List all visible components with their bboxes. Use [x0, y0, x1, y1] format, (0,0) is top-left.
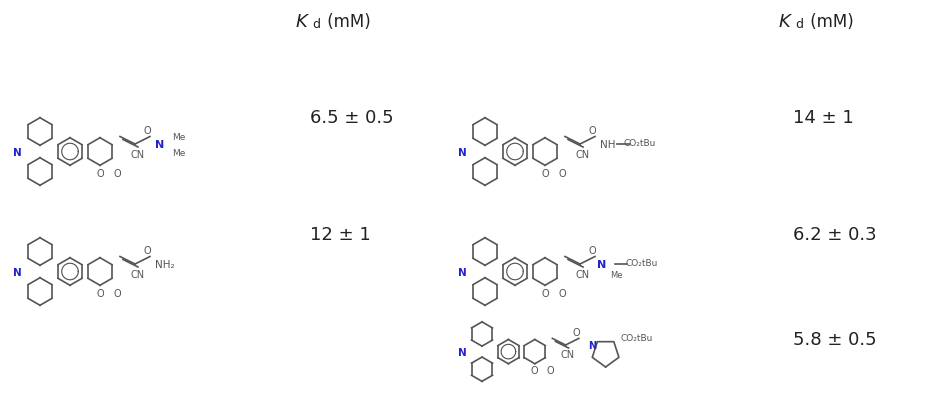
Text: O: O [144, 126, 151, 136]
Text: CN: CN [131, 270, 145, 279]
Text: O: O [114, 169, 121, 178]
Text: O: O [114, 288, 121, 298]
Text: $\boldsymbol{\mathit{K}}$: $\boldsymbol{\mathit{K}}$ [778, 13, 793, 31]
Text: CO₂tBu: CO₂tBu [623, 139, 656, 148]
Text: (mM): (mM) [322, 13, 371, 31]
Text: Me: Me [610, 270, 622, 279]
Text: O: O [573, 327, 580, 337]
Text: 5.8 ± 0.5: 5.8 ± 0.5 [793, 330, 877, 348]
Text: NH: NH [600, 139, 616, 150]
Text: d: d [795, 18, 803, 31]
Text: O: O [541, 288, 549, 298]
Text: 6.2 ± 0.3: 6.2 ± 0.3 [793, 225, 877, 243]
Text: O: O [531, 365, 539, 375]
Text: Me: Me [172, 148, 185, 157]
Text: N: N [588, 340, 597, 350]
Text: O: O [588, 126, 596, 136]
Text: O: O [559, 288, 566, 298]
Text: CN: CN [575, 150, 589, 160]
Text: N: N [598, 259, 606, 270]
Text: d: d [312, 18, 320, 31]
Text: O: O [96, 288, 104, 298]
Text: N: N [155, 139, 164, 150]
Text: CN: CN [131, 150, 145, 160]
Text: O: O [588, 245, 596, 255]
Text: O: O [541, 169, 549, 178]
Text: N: N [458, 147, 467, 157]
Text: CO₂tBu: CO₂tBu [620, 334, 653, 343]
Text: 12 ± 1: 12 ± 1 [310, 225, 371, 243]
Text: O: O [559, 169, 566, 178]
Text: NH₂: NH₂ [155, 259, 175, 270]
Text: O: O [144, 245, 151, 255]
Text: $\boldsymbol{\mathit{K}}$: $\boldsymbol{\mathit{K}}$ [295, 13, 310, 31]
Text: Me: Me [172, 132, 185, 141]
Text: O: O [546, 365, 554, 375]
Text: N: N [13, 147, 21, 157]
Text: CO₂tBu: CO₂tBu [625, 259, 658, 268]
Text: N: N [458, 347, 467, 357]
Text: N: N [458, 267, 467, 277]
Text: CN: CN [575, 270, 589, 279]
Text: CN: CN [560, 349, 574, 359]
Text: O: O [96, 169, 104, 178]
Text: N: N [13, 267, 21, 277]
Text: (mM): (mM) [805, 13, 854, 31]
Text: 6.5 ± 0.5: 6.5 ± 0.5 [310, 109, 393, 127]
Text: 14 ± 1: 14 ± 1 [793, 109, 854, 127]
